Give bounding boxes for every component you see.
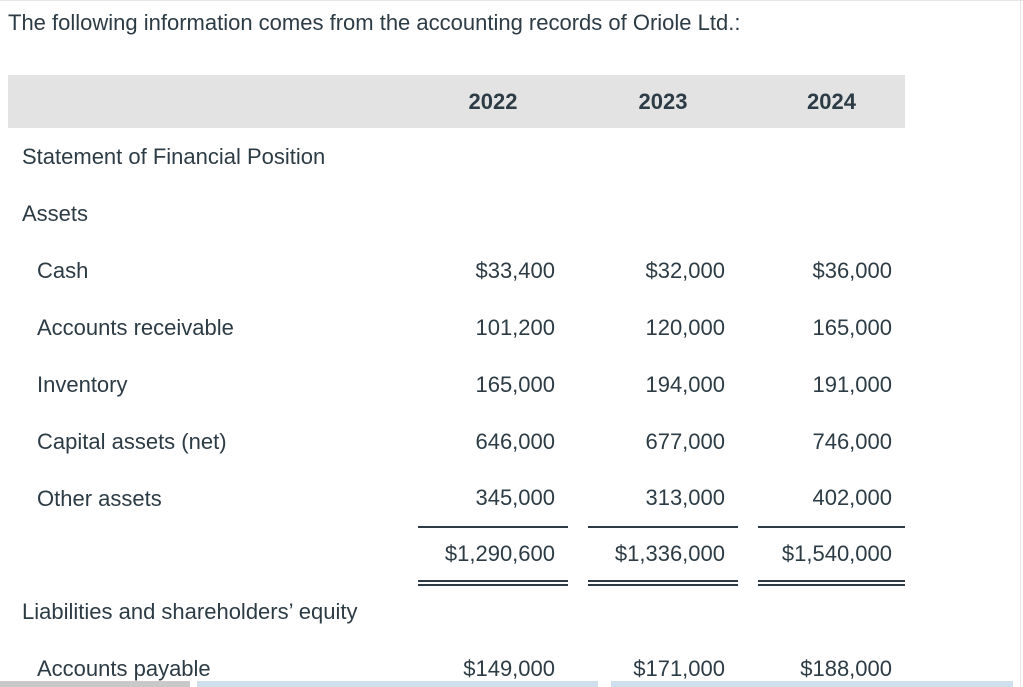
cell-2024: $36,000	[812, 257, 892, 283]
cell-2023	[588, 185, 738, 242]
row-label: Other assets	[37, 485, 162, 511]
row-label: Capital assets (net)	[37, 428, 227, 454]
cell-2023: $1,336,000	[588, 527, 738, 586]
cell-2022	[418, 583, 568, 640]
cell-2023: $171,000	[633, 655, 725, 681]
financial-position-table: 2022 2023 2024 Statement of Financial Posi…	[8, 75, 905, 687]
cell-2024	[758, 185, 905, 242]
cell-2023: 313,000	[588, 470, 738, 528]
table-row: Inventory 165,000 194,000 191,000	[8, 356, 905, 413]
partial-next-row	[0, 681, 1023, 687]
cell-2024: 165,000	[812, 314, 892, 340]
table-row: $1,290,600 $1,336,000 $1,540,000	[8, 527, 905, 586]
year-header-row: 2022 2023 2024	[8, 75, 905, 128]
cell-gap	[738, 128, 758, 185]
cell-2024: $188,000	[800, 655, 892, 681]
cell-gap	[568, 299, 588, 356]
row-label: Accounts receivable	[37, 314, 234, 340]
cell-gap	[738, 527, 758, 583]
cell-2022: $33,400	[475, 257, 555, 283]
table-row: Liabilities and shareholders’ equity	[8, 583, 905, 640]
cell-2022: 165,000	[475, 371, 555, 397]
column-header-2023: 2023	[588, 75, 738, 128]
table-row: Accounts receivable 101,200 120,000 165,000	[8, 299, 905, 356]
cell-2024: 402,000	[758, 470, 905, 528]
header-gap	[738, 75, 758, 128]
row-label: Cash	[37, 257, 89, 283]
cell-gap	[738, 185, 758, 242]
cell-2022: 646,000	[475, 428, 555, 454]
cell-2022: 101,200	[475, 314, 555, 340]
cell-gap	[738, 640, 758, 687]
row-label: Accounts payable	[37, 655, 211, 681]
cell-2022: 345,000	[418, 470, 568, 528]
table-row: Assets	[8, 185, 905, 242]
cell-2024	[758, 583, 905, 640]
partial-cell	[0, 681, 190, 687]
header-gap	[568, 75, 588, 128]
cell-gap	[568, 413, 588, 470]
cell-gap	[738, 413, 758, 470]
page-right-edge	[1020, 1, 1021, 687]
cell-gap	[568, 128, 588, 185]
cell-gap	[568, 470, 588, 527]
cell-2022: $149,000	[463, 655, 555, 681]
table-row: Capital assets (net) 646,000 677,000 746,00…	[8, 413, 905, 470]
row-label: Assets	[22, 200, 89, 226]
table-body: Statement of Financial Position Assets Cas…	[8, 128, 905, 687]
cell-gap	[568, 185, 588, 242]
table-row: Statement of Financial Position	[8, 128, 905, 185]
cell-gap	[568, 527, 588, 583]
corner-cell	[8, 75, 418, 128]
row-label: Statement of Financial Position	[22, 143, 326, 169]
cell-2023	[588, 128, 738, 185]
table-row: Other assets 345,000 313,000 402,000	[8, 470, 905, 528]
column-header-2024: 2024	[758, 75, 905, 128]
row-label: Inventory	[37, 371, 128, 397]
cell-gap	[568, 356, 588, 413]
cell-2022: $1,290,600	[418, 527, 568, 586]
table-row: Accounts payable $149,000 $171,000 $188,000	[8, 640, 905, 687]
cell-gap	[738, 242, 758, 299]
cell-2023: 677,000	[645, 428, 725, 454]
cell-gap	[738, 299, 758, 356]
cell-gap	[738, 470, 758, 527]
cell-2024: 746,000	[812, 428, 892, 454]
column-header-2022: 2022	[418, 75, 568, 128]
cell-gap	[568, 242, 588, 299]
row-label	[8, 527, 418, 583]
cell-2022	[418, 185, 568, 242]
row-label: Liabilities and shareholders’ equity	[22, 598, 358, 624]
table-header: 2022 2023 2024	[8, 75, 905, 128]
table-row: Cash $33,400 $32,000 $36,000	[8, 242, 905, 299]
cell-2022	[418, 128, 568, 185]
cell-2023	[588, 583, 738, 640]
cell-2023: 194,000	[645, 371, 725, 397]
cell-gap	[738, 583, 758, 640]
cell-2023: $32,000	[645, 257, 725, 283]
cell-gap	[738, 356, 758, 413]
cell-2024: 191,000	[812, 371, 892, 397]
cell-2024: $1,540,000	[758, 527, 905, 586]
cell-2024	[758, 128, 905, 185]
cell-gap	[568, 583, 588, 640]
cell-gap	[568, 640, 588, 687]
partial-cell	[197, 681, 598, 687]
partial-cell	[611, 681, 1013, 687]
question-intro-text: The following information comes from the…	[8, 10, 741, 35]
cell-2023: 120,000	[645, 314, 725, 340]
